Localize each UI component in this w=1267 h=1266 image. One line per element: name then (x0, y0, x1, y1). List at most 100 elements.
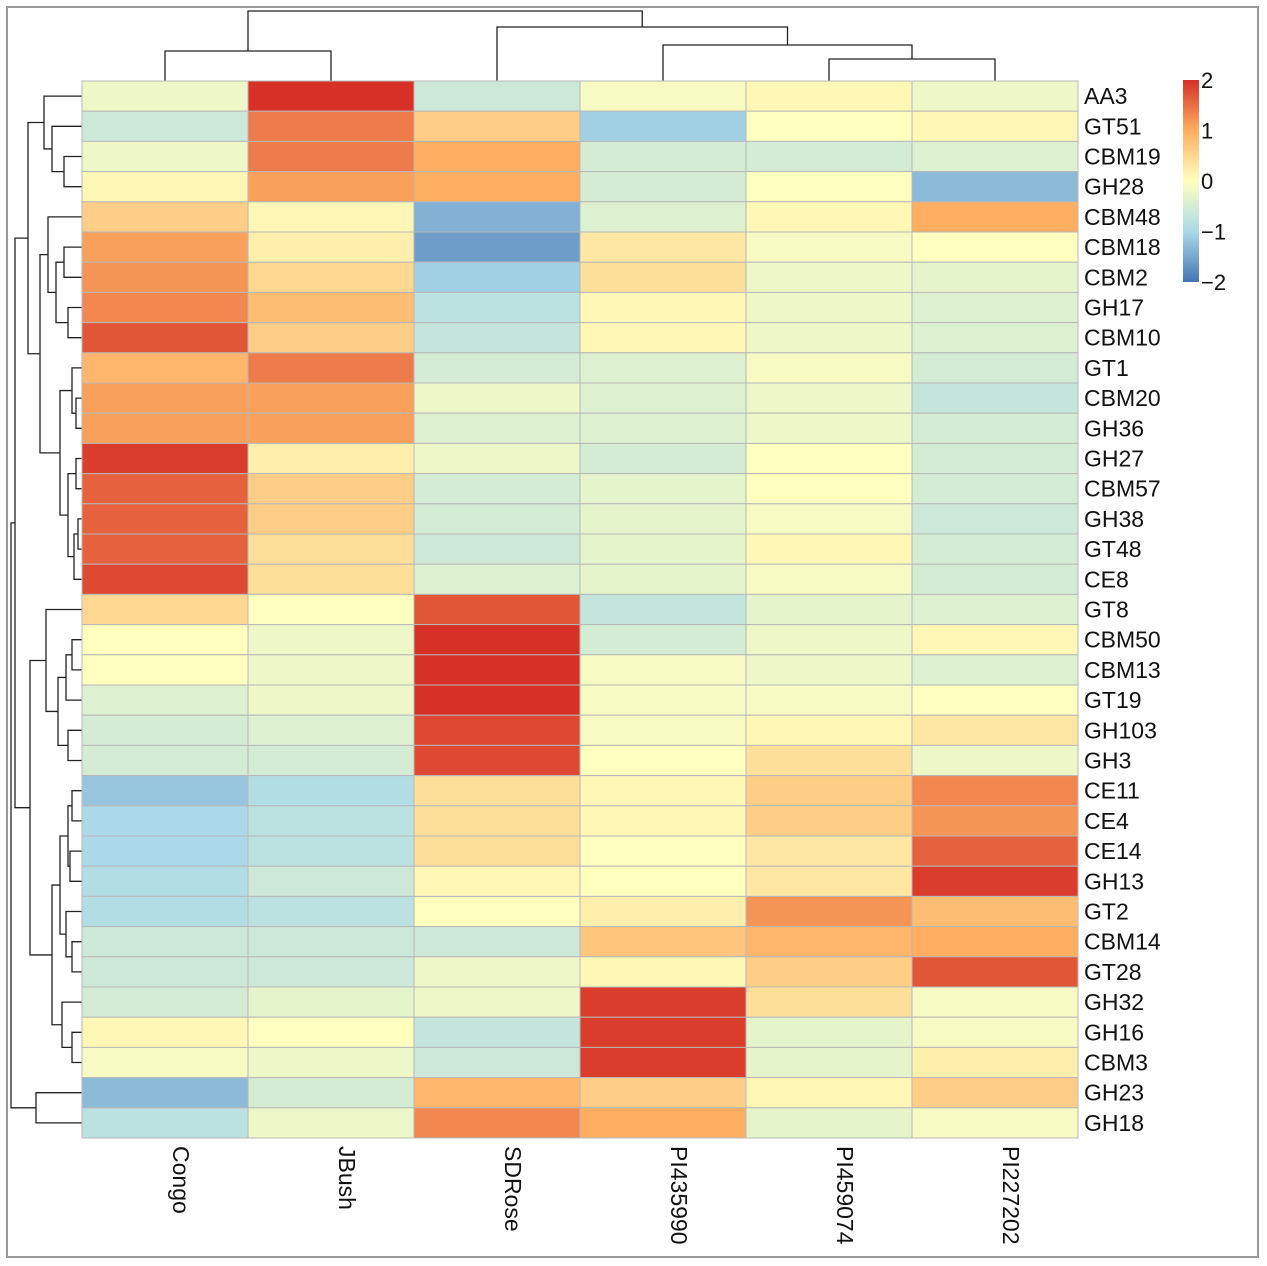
heatmap-cell-CBM48-PI227202 (911, 201, 1079, 233)
heatmap-cell-CBM10-Congo (81, 322, 249, 354)
heatmap-cell-GH13-PI227202 (911, 865, 1079, 897)
heatmap-cell-GH32-PI227202 (911, 986, 1079, 1018)
row-dendrogram-branch (65, 654, 82, 701)
heatmap-cell-CBM2-Congo (81, 261, 249, 293)
heatmap-cell-GT8-PI435990 (579, 593, 747, 626)
row-label-CBM2: CBM2 (1084, 264, 1148, 290)
heatmap-cell-GH16-JBush (247, 1016, 415, 1048)
heatmap-cell-CE8-Congo (81, 563, 249, 595)
row-label-CBM18: CBM18 (1084, 234, 1161, 260)
heatmap-cell-GH28-PI227202 (911, 171, 1079, 203)
color-legend-tick-label: −1 (1201, 220, 1226, 245)
heatmap-cell-CE8-SDRose (413, 563, 581, 595)
row-label-CBM50: CBM50 (1084, 627, 1161, 653)
row-dendrogram-branch (39, 254, 60, 454)
heatmap-cell-CBM57-Congo (81, 473, 249, 505)
heatmap-cell-GT19-SDRose (413, 684, 581, 716)
heatmap-cell-GH18-PI227202 (911, 1107, 1079, 1139)
heatmap-cell-GT1-PI227202 (911, 352, 1079, 384)
heatmap-cell-CE4-JBush (247, 805, 415, 837)
column-dendrogram (164, 10, 996, 81)
heatmap-cell-GT1-JBush (247, 352, 415, 384)
heatmap-cell-GH17-PI435990 (579, 291, 747, 324)
color-legend-bar (1183, 80, 1199, 282)
heatmap-cell-GH28-PI435990 (579, 171, 747, 203)
heatmap-cell-GH38-JBush (247, 503, 415, 535)
row-dendrogram-branch (59, 835, 68, 935)
heatmap-cell-CE14-Congo (81, 835, 249, 867)
heatmap-cell-GH13-PI435990 (579, 865, 747, 897)
heatmap-cell-GH103-PI227202 (911, 714, 1079, 746)
heatmap-cell-CE4-Congo (81, 805, 249, 837)
heatmap-cell-CBM19-Congo (81, 140, 249, 173)
heatmap-cell-CBM48-PI435990 (579, 201, 747, 233)
heatmap-cell-AA3-SDRose (413, 80, 581, 112)
row-label-CE11: CE11 (1084, 778, 1140, 804)
heatmap-cell-CBM14-JBush (247, 926, 415, 958)
row-dendrogram-branch (59, 389, 72, 516)
row-dendrogram-branch (35, 1092, 82, 1124)
heatmap-cell-GH23-PI227202 (911, 1077, 1079, 1109)
column-labels: Congo JBush SDRose PI435990 PI459074 PI227202 (168, 1146, 1024, 1245)
heatmap-cell-CBM57-JBush (247, 473, 415, 505)
heatmap-cell-CBM57-SDRose (413, 473, 581, 505)
heatmap-cell-CBM19-SDRose (413, 140, 581, 173)
heatmap-cell-CBM13-JBush (247, 654, 415, 686)
row-label-GH16: GH16 (1084, 1019, 1144, 1045)
heatmap-cell-CE4-PI227202 (911, 805, 1079, 837)
row-label-CE14: CE14 (1084, 838, 1142, 864)
row-dendrogram-branch (71, 790, 82, 822)
row-dendrogram-branch (45, 608, 82, 713)
heatmap-cell-GT48-PI459074 (745, 533, 913, 565)
heatmap-cell-GH3-JBush (247, 744, 415, 777)
row-dendrogram-branch (55, 261, 68, 324)
heatmap-cell-AA3-PI435990 (579, 80, 747, 112)
heatmap-cell-GH3-Congo (81, 744, 249, 777)
heatmap-cell-CBM19-JBush (247, 140, 415, 173)
row-dendrogram-branch (67, 729, 82, 762)
heatmap-cell-GH16-SDRose (413, 1016, 581, 1048)
heatmap-cell-GT28-PI227202 (911, 956, 1079, 988)
heatmap-cell-CBM13-PI459074 (745, 654, 913, 686)
heatmap-cell-GH16-PI459074 (745, 1016, 913, 1048)
row-label-GT48: GT48 (1084, 536, 1142, 562)
column-dendrogram-branch (496, 26, 789, 81)
row-dendrogram-branch (69, 850, 82, 882)
heatmap-cell-GT2-PI435990 (579, 895, 747, 928)
row-dendrogram-branch (10, 522, 36, 1109)
column-label-PI459074: PI459074 (832, 1146, 858, 1245)
heatmap-cell-GH103-JBush (247, 714, 415, 746)
heatmap-cell-CBM10-PI459074 (745, 322, 913, 354)
heatmap-cell-GH13-PI459074 (745, 865, 913, 897)
heatmap-cell-CBM50-PI227202 (911, 624, 1079, 656)
heatmap-cell-CBM3-JBush (247, 1046, 415, 1079)
row-label-CE4: CE4 (1084, 808, 1129, 834)
row-label-GH103: GH103 (1084, 717, 1157, 743)
heatmap-cell-CBM48-JBush (247, 201, 415, 233)
heatmap-cell-AA3-PI227202 (911, 80, 1079, 112)
row-dendrogram-branch (65, 910, 82, 958)
heatmap-cell-GH3-PI435990 (579, 744, 747, 777)
heatmap-cell-CBM14-Congo (81, 926, 249, 958)
row-dendrogram-branch (47, 216, 82, 294)
row-dendrogram-branch (71, 639, 82, 671)
heatmap-cell-GH32-JBush (247, 986, 415, 1018)
column-dendrogram-branch (247, 10, 643, 51)
heatmap-cell-GH27-SDRose (413, 442, 581, 475)
column-dendrogram-branch (828, 58, 996, 81)
heatmap-cells (81, 80, 1079, 1139)
heatmap-cell-CBM20-Congo (81, 382, 249, 414)
row-label-GH36: GH36 (1084, 415, 1144, 441)
row-label-GH18: GH18 (1084, 1110, 1144, 1136)
heatmap-cell-CE8-PI227202 (911, 563, 1079, 595)
heatmap-cell-CBM3-Congo (81, 1046, 249, 1079)
heatmap-cell-CBM20-PI459074 (745, 382, 913, 414)
heatmap-cell-CE11-JBush (247, 775, 415, 807)
heatmap-cell-CE14-PI459074 (745, 835, 913, 867)
row-dendrogram-branch (51, 125, 82, 173)
heatmap-cell-GH28-JBush (247, 171, 415, 203)
heatmap-cell-CBM19-PI459074 (745, 140, 913, 173)
heatmap-cell-GT48-PI435990 (579, 533, 747, 565)
heatmap-cell-AA3-Congo (81, 80, 249, 112)
